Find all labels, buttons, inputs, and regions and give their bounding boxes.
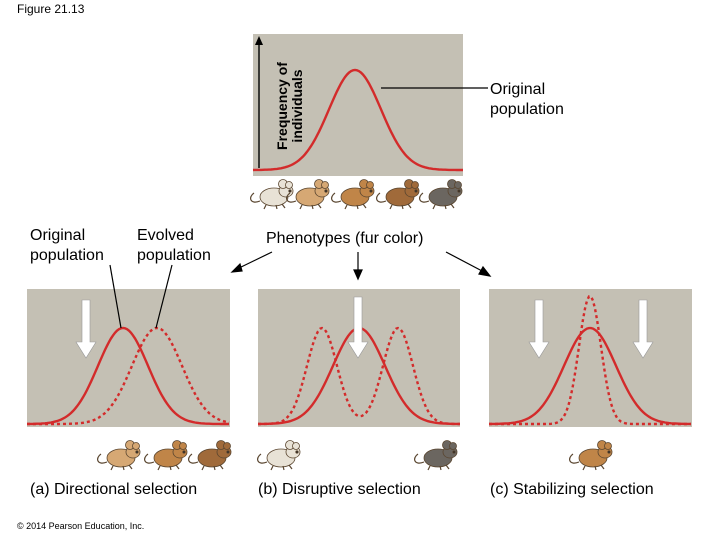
- stabilizing-panel: [489, 289, 692, 427]
- mouse-icon-tan: [98, 441, 140, 471]
- mouse-icon-darkbrown: [377, 180, 419, 210]
- mouse-icon-brown: [570, 441, 612, 471]
- mouse-icon-light: [251, 180, 293, 210]
- mouse-icon-tan: [287, 180, 329, 210]
- copyright: © 2014 Pearson Education, Inc.: [17, 522, 144, 532]
- y-axis-label-box: Frequency of individuals: [220, 36, 266, 176]
- branch-arrows: [232, 252, 490, 279]
- mouse-icon-darkbrown: [189, 441, 231, 471]
- figure-number: Figure 21.13: [17, 3, 84, 16]
- caption-disruptive: (b) Disruptive selection: [258, 481, 421, 499]
- y-axis-label: Frequency of individuals: [275, 36, 305, 176]
- panel-a-evolved-label: Evolved population: [137, 226, 211, 266]
- original-population-label: Original population: [490, 80, 564, 120]
- caption-stabilizing: (c) Stabilizing selection: [490, 481, 654, 499]
- caption-directional: (a) Directional selection: [30, 481, 197, 499]
- mouse-icon-gray: [420, 180, 462, 210]
- mouse-icon-gray: [415, 441, 457, 471]
- mouse-icon-light: [258, 441, 300, 471]
- mouse-icon-brown: [145, 441, 187, 471]
- x-axis-label: Phenotypes (fur color): [266, 230, 423, 248]
- panel-a-original-label: Original population: [30, 226, 104, 266]
- directional-panel: [27, 289, 230, 427]
- mouse-icon-brown: [332, 180, 374, 210]
